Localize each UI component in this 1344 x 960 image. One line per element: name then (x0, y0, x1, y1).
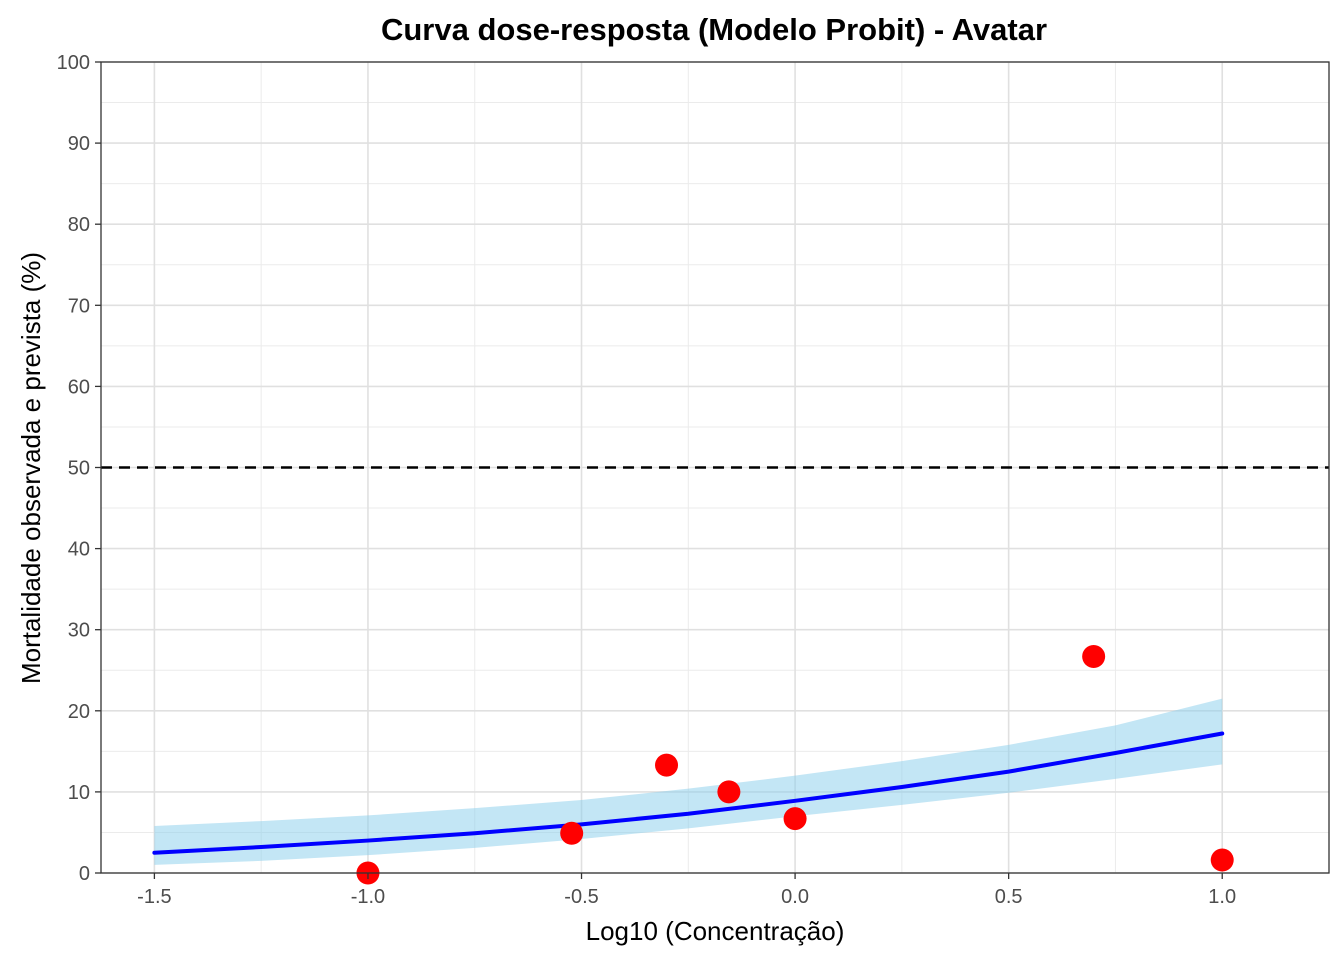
x-tick-label: 0.0 (781, 886, 809, 908)
y-tick-label: 80 (68, 214, 90, 236)
y-tick-label: 10 (68, 782, 90, 804)
observed-point (1082, 644, 1106, 668)
x-axis-ticks: -1.5 -1.0 -0.5 0.0 0.5 1.0 (137, 873, 1236, 908)
y-tick-label: 100 (57, 52, 90, 74)
observed-point (1210, 848, 1234, 872)
y-axis-ticks: 0 10 20 30 40 50 60 70 80 90 100 (57, 52, 101, 885)
x-tick-label: 0.5 (995, 886, 1023, 908)
x-axis-label: Log10 (Concentração) (586, 916, 845, 946)
observed-point (717, 780, 741, 804)
y-tick-label: 60 (68, 376, 90, 398)
observed-points (356, 644, 1234, 885)
y-tick-label: 90 (68, 133, 90, 155)
y-tick-label: 50 (68, 458, 90, 480)
observed-point (655, 753, 679, 777)
y-tick-label: 0 (79, 863, 90, 885)
y-tick-label: 30 (68, 620, 90, 642)
x-tick-label: -1.0 (351, 886, 385, 908)
observed-point (783, 807, 807, 831)
y-axis-label: Mortalidade observada e prevista (%) (16, 252, 46, 684)
y-tick-label: 20 (68, 701, 90, 723)
y-tick-label: 70 (68, 295, 90, 317)
x-tick-label: 1.0 (1208, 886, 1236, 908)
confidence-band-area (154, 698, 1223, 865)
chart-title: Curva dose-resposta (Modelo Probit) - Av… (381, 12, 1047, 47)
x-tick-label: -1.5 (137, 886, 171, 908)
confidence-band (154, 698, 1223, 865)
observed-point (560, 821, 584, 845)
x-tick-label: -0.5 (564, 886, 598, 908)
fitted-curve-line (152, 731, 1225, 855)
y-tick-label: 40 (68, 539, 90, 561)
fitted-curve (152, 731, 1225, 855)
